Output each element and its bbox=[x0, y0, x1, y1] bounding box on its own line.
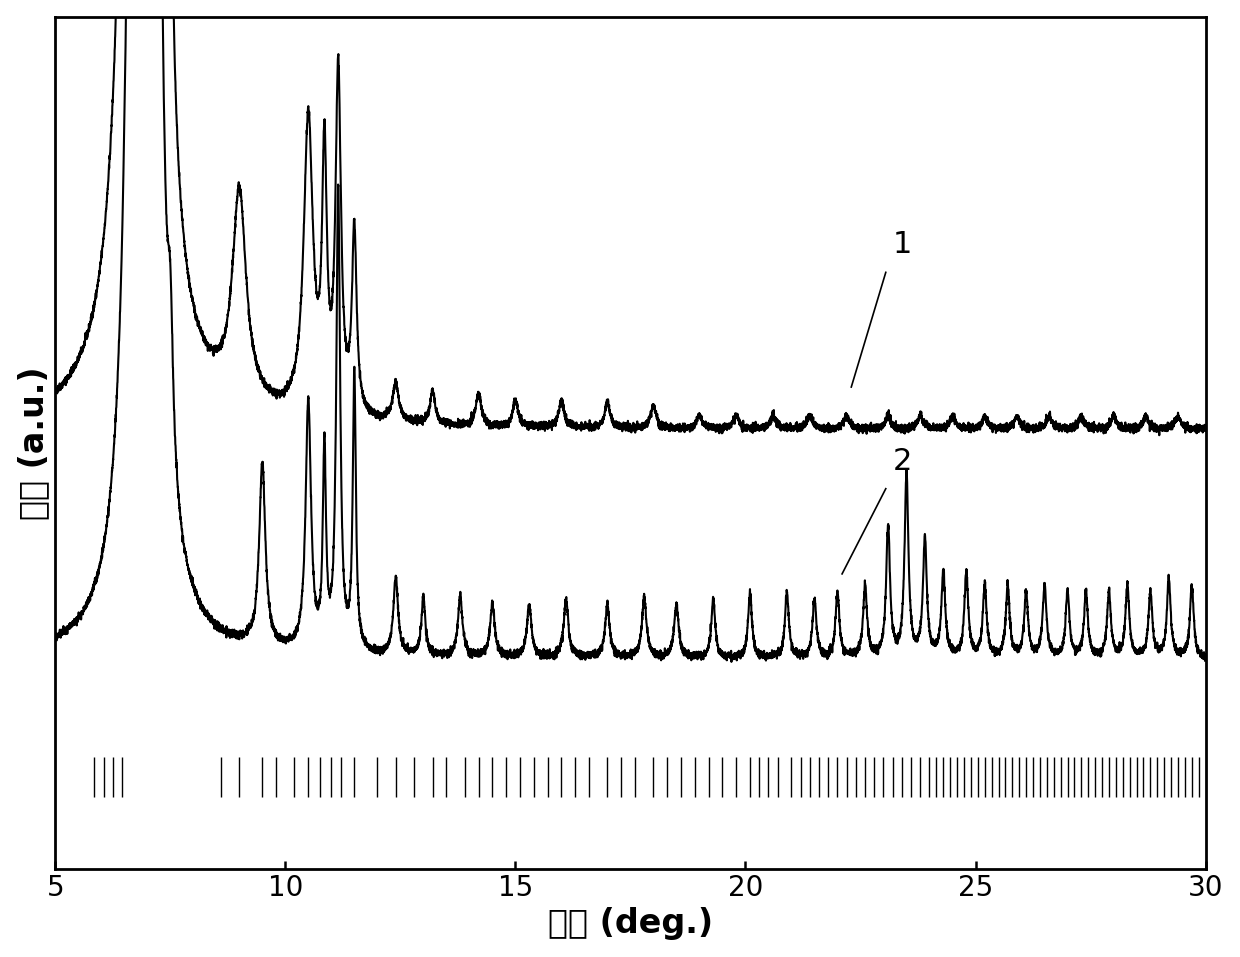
Text: 2: 2 bbox=[893, 447, 913, 476]
Y-axis label: 强度 (a.u.): 强度 (a.u.) bbox=[16, 366, 50, 520]
X-axis label: 角度 (deg.): 角度 (deg.) bbox=[548, 907, 713, 941]
Text: 1: 1 bbox=[893, 231, 913, 259]
